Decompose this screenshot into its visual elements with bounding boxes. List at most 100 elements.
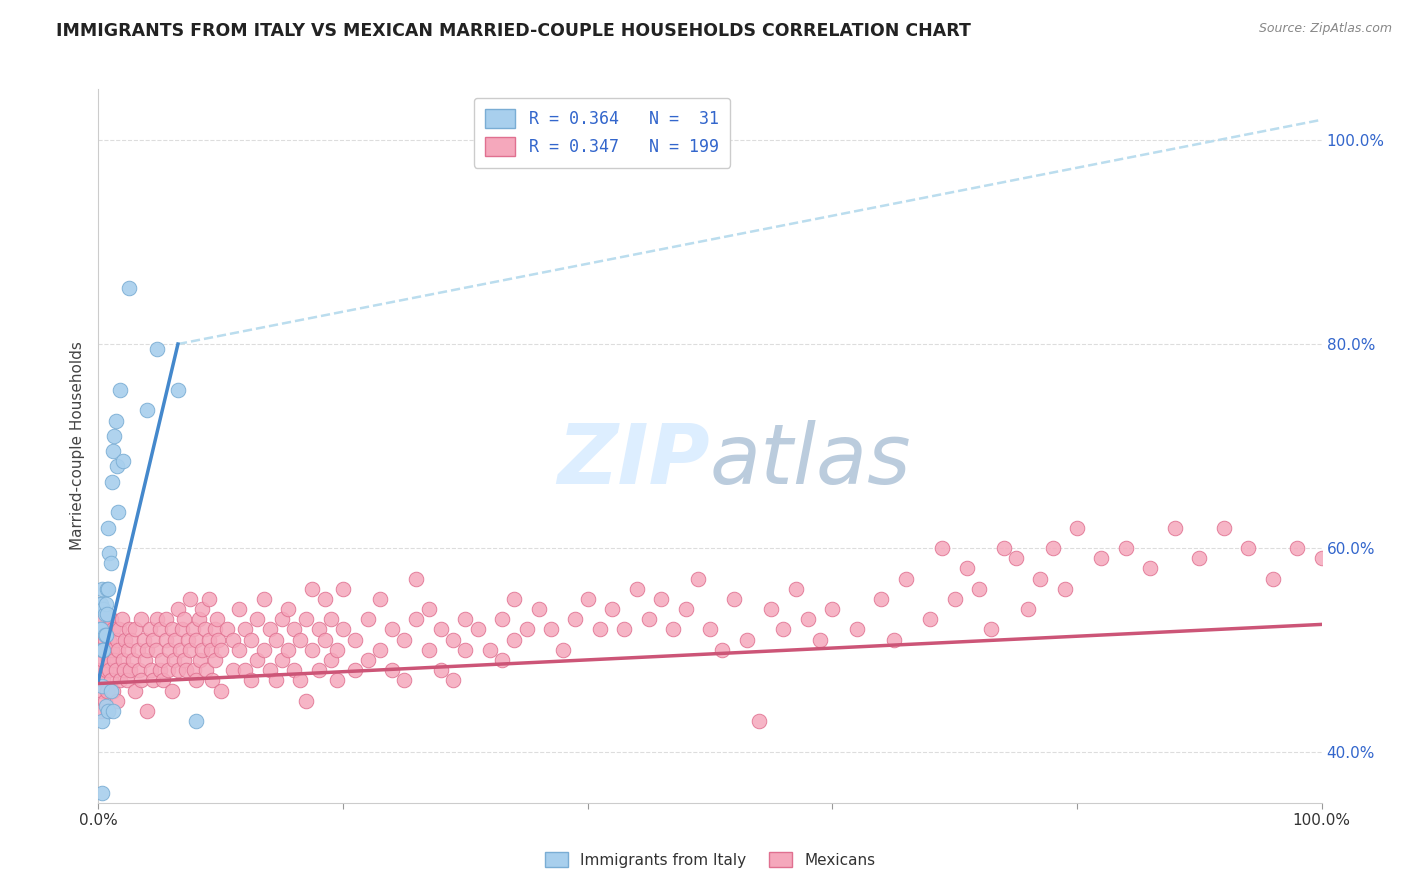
Point [101,475,124,489]
Point [576,591,599,606]
Point [980,623,1002,637]
Point [117,643,139,657]
Point [589,623,612,637]
Point [197,591,219,606]
Point [207,632,229,647]
Point [115,673,138,688]
Point [100,612,122,626]
Point [326,643,349,657]
Point [146,612,169,626]
Point [699,623,721,637]
Point [870,591,893,606]
Point [441,673,464,688]
Point [97,852,120,866]
Point [613,623,636,637]
Point [503,591,526,606]
Point [145,643,167,657]
Point [97,520,120,534]
Point [101,623,124,637]
Point [1115,541,1137,555]
Point [252,591,274,606]
Point [100,683,122,698]
Point [124,683,146,698]
Point [179,643,201,657]
Point [308,663,330,677]
Point [344,663,367,677]
Point [821,602,844,616]
Point [246,653,269,667]
Point [124,623,146,637]
Point [748,714,770,729]
Point [90,704,112,718]
Point [98,546,121,560]
Point [723,591,745,606]
Point [91,612,114,626]
Point [176,663,198,677]
Point [170,623,193,637]
Point [108,623,131,637]
Point [283,663,305,677]
Point [553,643,575,657]
Point [772,623,794,637]
Point [491,653,513,667]
Point [405,612,427,626]
Point [173,612,195,626]
Point [1188,551,1211,566]
Point [368,643,391,657]
Point [686,572,709,586]
Point [96,683,118,698]
Point [118,281,141,295]
Point [204,653,226,667]
Point [845,623,868,637]
Point [98,632,121,647]
Point [139,663,162,677]
Point [209,683,232,698]
Point [98,663,121,677]
Point [121,653,143,667]
Point [515,623,537,637]
Point [155,632,177,647]
Point [1212,520,1234,534]
Point [301,643,323,657]
Point [356,612,378,626]
Point [128,663,150,677]
Point [1053,582,1076,596]
Point [90,643,112,657]
Point [222,663,245,677]
Point [430,663,453,677]
Point [146,342,169,356]
Point [105,694,128,708]
Point [89,663,111,677]
Point [163,653,186,667]
Point [314,632,336,647]
Point [97,704,120,718]
Point [240,673,263,688]
Point [136,643,159,657]
Point [883,632,905,647]
Point [1090,551,1112,566]
Point [197,632,219,647]
Point [96,607,118,622]
Point [430,623,453,637]
Point [90,623,112,637]
Point [91,643,114,657]
Point [270,612,294,626]
Point [381,623,404,637]
Point [120,663,142,677]
Point [157,663,180,677]
Point [797,612,820,626]
Point [626,582,648,596]
Point [160,683,183,698]
Point [259,663,281,677]
Point [319,612,342,626]
Point [277,602,299,616]
Point [675,602,697,616]
Point [94,698,117,713]
Point [204,623,226,637]
Point [157,643,180,657]
Point [205,612,228,626]
Point [967,582,990,596]
Point [136,704,159,718]
Point [1286,541,1309,555]
Point [295,694,318,708]
